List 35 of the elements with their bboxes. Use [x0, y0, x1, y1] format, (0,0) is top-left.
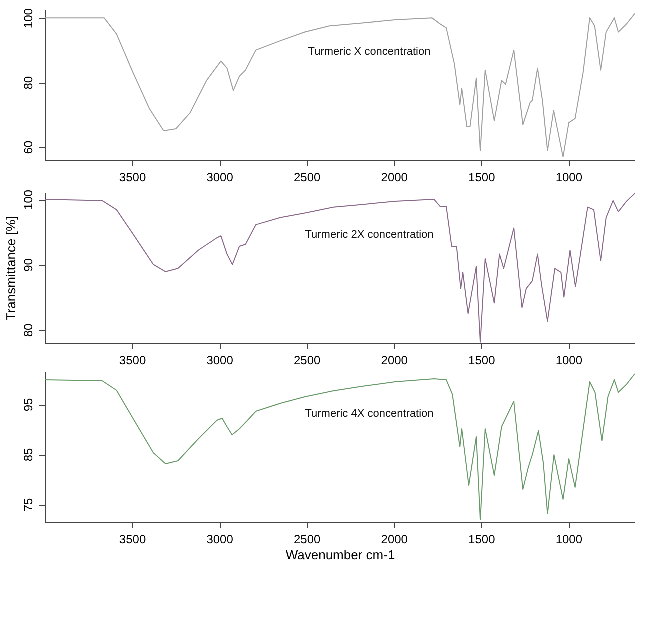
x-tick-label: 3000 [206, 354, 234, 368]
x-tick-label: 1500 [468, 170, 496, 184]
x-tick-label: 3000 [206, 170, 234, 184]
x-tick-label: 3500 [119, 532, 146, 546]
x-tick-label: 3500 [119, 170, 146, 184]
x-tick-label: 3000 [206, 532, 234, 546]
y-tick-label: 90 [22, 258, 36, 272]
annotation: Turmeric 2X concentration [305, 229, 434, 241]
line-series [44, 193, 636, 343]
y-axis-title: Transmittance [%] [4, 216, 18, 321]
y-tick-label: 100 [22, 8, 36, 29]
y-tick-label: 100 [22, 190, 36, 210]
y-tick-label: 80 [22, 323, 36, 338]
x-tick-label: 1000 [556, 532, 583, 546]
x-axis-title: Wavenumber cm-1 [286, 548, 396, 562]
x-tick-label: 2000 [381, 170, 408, 184]
y-tick-label: 85 [22, 448, 36, 462]
y-tick-label: 75 [22, 498, 36, 512]
annotation: Turmeric X concentration [308, 46, 431, 58]
y-tick-label: 80 [22, 76, 36, 90]
annotation: Turmeric 4X concentration [305, 408, 434, 420]
x-tick-label: 2500 [294, 532, 322, 546]
x-tick-label: 1000 [556, 354, 583, 368]
x-tick-label: 2500 [294, 170, 322, 184]
x-tick-label: 3500 [119, 354, 146, 368]
y-tick-label: 95 [22, 398, 36, 412]
x-tick-label: 1500 [468, 354, 496, 368]
x-tick-label: 2000 [381, 354, 408, 368]
x-tick-label: 1000 [556, 170, 583, 184]
x-tick-label: 2500 [294, 354, 322, 368]
x-tick-label: 1500 [468, 532, 496, 546]
x-tick-label: 2000 [381, 532, 408, 546]
line-series [44, 374, 636, 520]
y-tick-label: 60 [22, 140, 36, 154]
line-series [44, 13, 636, 158]
